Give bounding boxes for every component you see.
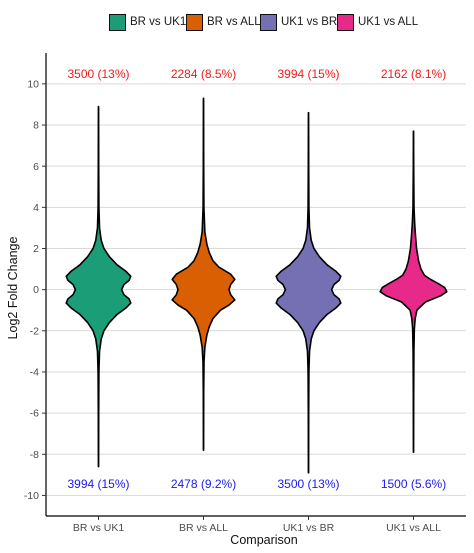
axes — [45, 53, 466, 517]
y-tick-label: 6 — [33, 161, 39, 173]
x-tick-label: UK1 vs ALL — [386, 522, 441, 534]
violin-br-vs-all[interactable] — [171, 97, 236, 451]
legend-item-br-vs-all[interactable]: BR vs ALL — [186, 9, 261, 35]
count-label-bottom: 2478 (9.2%) — [171, 477, 236, 491]
y-tick-label: -10 — [24, 490, 39, 502]
legend-label: UK1 vs ALL — [358, 16, 419, 28]
y-tick-label: 0 — [33, 284, 39, 296]
legend-swatch — [337, 13, 354, 31]
x-axis-title: Comparison — [230, 533, 297, 547]
legend-item-br-vs-uk1[interactable]: BR vs UK1 — [109, 9, 186, 35]
count-label-bottom: 1500 (5.6%) — [381, 477, 446, 491]
violin-uk1-vs-br[interactable] — [275, 111, 342, 474]
y-tick-label: 2 — [33, 243, 39, 255]
y-tick-label: -6 — [30, 408, 39, 420]
legend-label: BR vs UK1 — [130, 16, 187, 28]
legend-swatch — [186, 13, 203, 31]
x-tick-label: UK1 vs BR — [283, 522, 335, 534]
violins — [65, 97, 448, 474]
count-label-top: 3994 (15%) — [277, 67, 339, 81]
count-label-top: 2284 (8.5%) — [171, 67, 236, 81]
legend-swatch — [260, 13, 277, 31]
count-label-bottom: 3500 (13%) — [277, 477, 339, 491]
legend: BR vs UK1 BR vs ALL UK1 vs BR UK1 vs ALL — [0, 9, 474, 35]
legend-label: UK1 vs BR — [281, 16, 338, 28]
legend-swatch — [109, 13, 126, 31]
count-label-top: 3500 (13%) — [67, 67, 129, 81]
y-axis-title: Log2 Fold Change — [6, 237, 20, 340]
legend-item-uk1-vs-all[interactable]: UK1 vs ALL — [337, 9, 418, 35]
legend-item-uk1-vs-br[interactable]: UK1 vs BR — [260, 9, 337, 35]
y-tick-label: 4 — [33, 202, 39, 214]
y-tick-label: -8 — [30, 449, 39, 461]
x-tick-label: BR vs UK1 — [73, 522, 125, 534]
y-tick-label: 10 — [27, 78, 39, 90]
y-tick-label: -4 — [30, 367, 39, 379]
count-labels: 3500 (13%) 3994 (15%) 2284 (8.5%) 2478 (9.2… — [67, 67, 446, 491]
y-tick-label: 8 — [33, 120, 39, 132]
ticks: -10 -8 -6 -4 -2 0 2 4 6 8 10 BR vs UK1 BR vs ALL UK1 … — [24, 78, 441, 534]
count-label-top: 2162 (8.1%) — [381, 67, 446, 81]
legend-label: BR vs ALL — [207, 16, 261, 28]
violin-br-vs-uk1[interactable] — [65, 105, 132, 468]
count-label-bottom: 3994 (15%) — [67, 477, 129, 491]
y-tick-label: -2 — [30, 325, 39, 337]
x-tick-label: BR vs ALL — [179, 522, 228, 534]
violin-uk1-vs-all[interactable] — [379, 130, 448, 454]
